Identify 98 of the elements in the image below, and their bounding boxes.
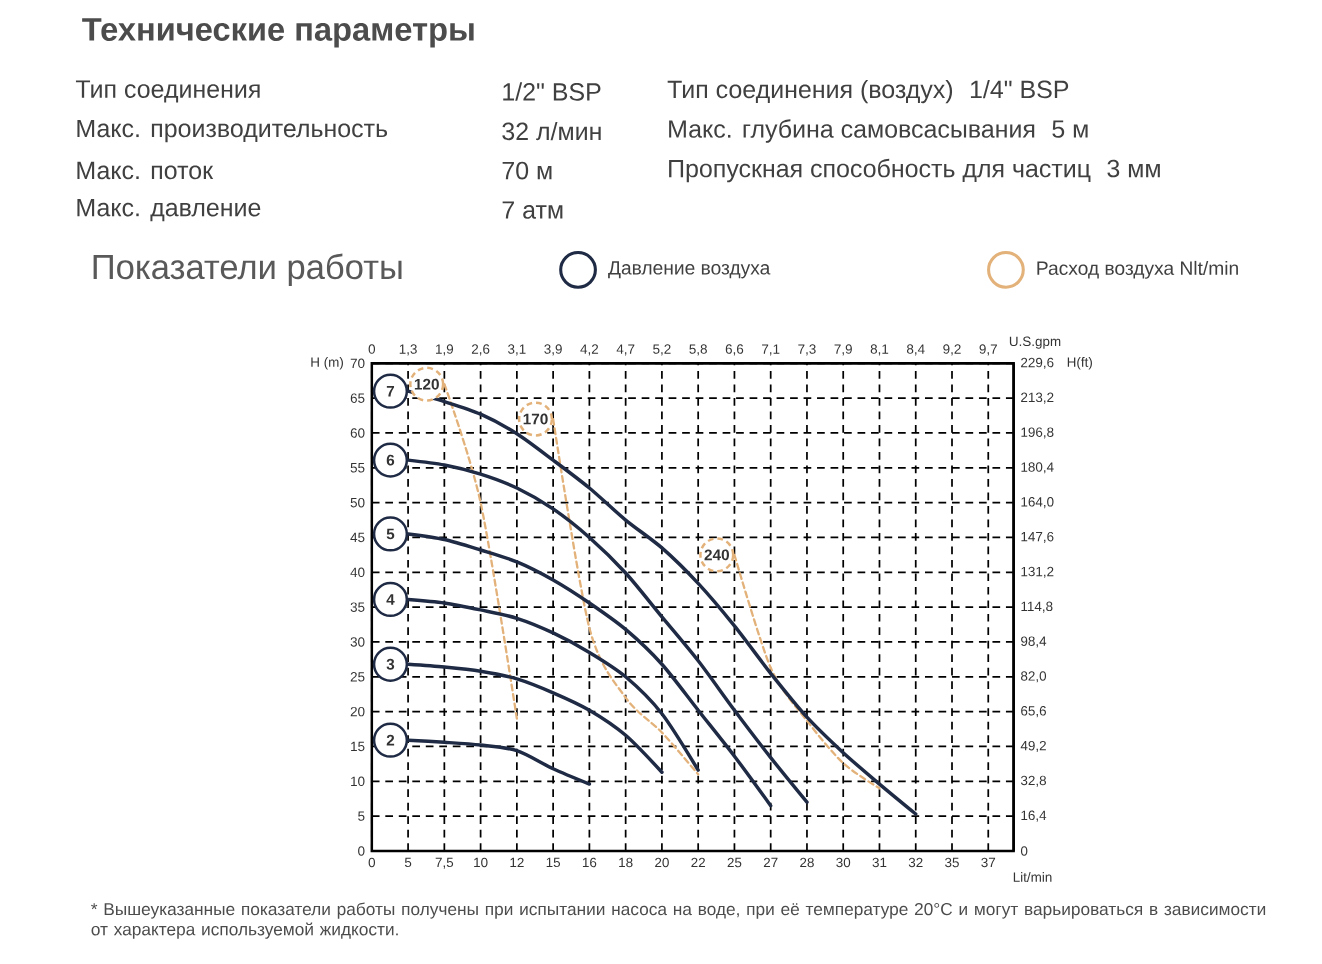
x-tick-label: 30 [836,857,851,868]
x-tick-label: 37 [981,857,996,868]
text: Макс. глубина самовсасывания [669,119,1035,143]
text: 1,9 [436,344,454,356]
text: 3,1 [508,344,526,356]
y2-tick-label: 164,0 [1021,497,1054,509]
text: 32 л/мин [502,122,601,141]
legend-label: 2 [386,734,395,746]
y2-tick-label: 49,2 [1020,741,1046,753]
y2-tick-label: 98,4 [1021,636,1047,648]
text: Тип соединения [75,80,260,103]
text: 1,3 [399,344,417,356]
y2-tick-label: 16,4 [1021,810,1047,822]
text: 7,9 [834,344,852,356]
chart-title: Технические параметры [82,18,474,48]
y-tick-label: 15 [351,741,365,752]
text: 70 м [502,161,552,180]
x-tick-label: 25 [727,857,742,868]
y-tick-label: 50 [350,498,365,508]
x-tick-label: 22 [691,857,705,868]
text: 7,1 [762,344,780,356]
y-tick-label: 60 [350,428,365,438]
legend-label: 5 [386,528,395,540]
text: 5 м [1052,120,1088,139]
y2-tick-label: 229,6 [1021,357,1054,370]
x-tick-label: 18 [619,857,633,868]
y-tick-label: 30 [350,637,365,647]
legend-label: 4 [386,594,395,605]
y-tick-label: 40 [350,567,365,578]
y2-tick-label: 0 [1020,846,1028,856]
y2-tick-label: 180,4 [1021,462,1054,474]
chart-subtitle: Показатели работы [93,253,402,287]
y2-tick-label: 213,2 [1021,392,1054,404]
y2-axis-title: H(ft) [1067,357,1092,370]
y-tick-label: 10 [351,776,365,787]
text: 7 атм [502,201,563,219]
y-tick-label: 70 [350,358,365,369]
y-tick-label: 0 [358,846,365,856]
text: 9,7 [979,344,997,356]
text: 4,7 [616,344,635,356]
text: Макс. поток [77,162,214,180]
y2-tick-label: 114,8 [1021,601,1053,613]
legend-label: 120 [414,378,439,390]
x-tick-label: 15 [546,857,561,868]
text: * Вышеуказанные показатели работы получены при испытании насоса на воде, при её температуре 20°C и могут варьироваться в зависимости от характера используемой жидкости. [91,902,1266,939]
x-tick-label: 7,5 [435,857,454,869]
x-tick-label: 10 [474,857,488,868]
text: 8,1 [870,344,889,356]
text: 4,2 [580,344,599,356]
y-tick-label: 45 [350,532,365,543]
y-tick-label: 65 [350,393,365,404]
legend-label: 6 [386,454,395,466]
x-tick-label: 28 [800,857,814,868]
text: 3,9 [544,344,562,356]
y2-tick-label: 82,0 [1021,671,1047,683]
y-tick-label: 20 [350,707,365,717]
y-tick-label: 35 [350,602,365,613]
text: Давление воздуха [608,261,771,279]
text: 1/4" BSP [970,80,1069,99]
legend-label: 240 [704,549,729,561]
x-tick-label: 27 [763,857,778,868]
text: Макс. давление [77,199,261,222]
y-tick-label: 25 [350,672,365,682]
text: 3 мм [1107,159,1160,178]
y-tick-label: 55 [350,463,365,473]
text: 8,4 [906,344,925,356]
text: 6,6 [725,344,744,356]
x-tick-label: 31 [872,857,887,868]
text: 5,8 [689,344,707,356]
x-tick-label: 12 [510,857,524,868]
text: 5,2 [653,344,671,356]
text: Пропускная способность для частиц [669,158,1091,183]
y2-tick-label: 147,6 [1021,532,1054,544]
y2-tick-label: 65,6 [1021,706,1046,718]
x-axis-title: Lit/min [1013,872,1052,883]
x-tick-label: 32 [908,857,923,868]
y-axis-title: H (m) [311,357,343,370]
text: Тип соединения (воздух) [667,80,953,104]
x-tick-label: 20 [655,857,669,868]
x-tick-label: 35 [945,857,959,868]
x-tick-label: 16 [582,857,597,868]
legend-label: 3 [386,658,395,670]
y-tick-label: 5 [358,811,365,821]
text: 1/2" BSP [503,82,601,101]
text: 9,2 [943,344,961,356]
legend-label: 170 [523,413,548,425]
text: Макс. производительность [77,120,388,143]
text: 7,3 [798,344,816,356]
text: Расход воздуха Nlt/min [1037,261,1238,279]
legend-label: 7 [386,386,395,397]
text: 2,6 [471,344,490,356]
x-tick-label: 5 [404,857,412,868]
x-tick-label: 0 [368,857,376,868]
text: 0 [368,344,376,354]
text: U.S.gpm [1009,336,1061,349]
y2-tick-label: 131,2 [1021,566,1054,578]
y2-tick-label: 32,8 [1020,775,1047,787]
y2-tick-label: 196,8 [1021,427,1054,439]
